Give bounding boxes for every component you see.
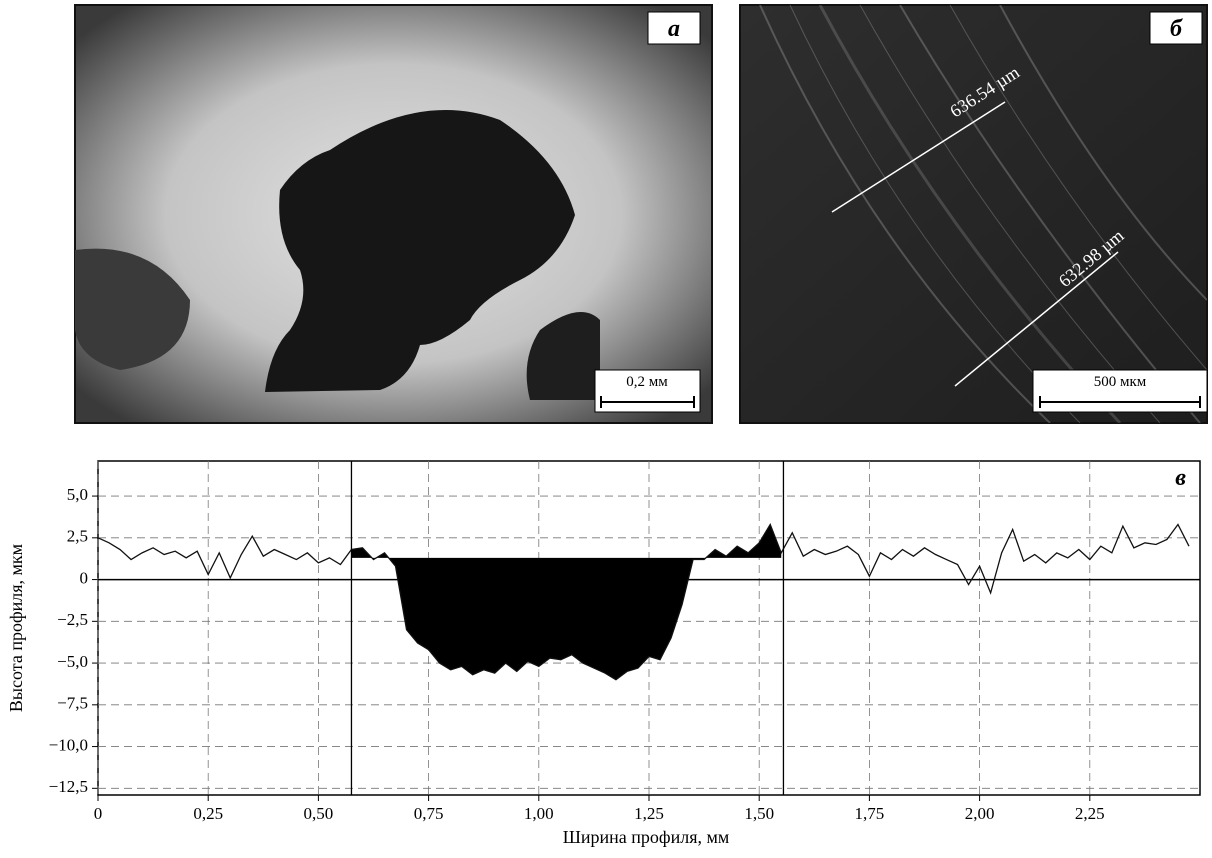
y-tick-label: −10,0 xyxy=(49,735,88,754)
x-tick-label: 1,75 xyxy=(855,804,885,823)
profile-line xyxy=(97,522,1190,681)
y-tick-label: 2,5 xyxy=(67,527,88,546)
y-tick-label: −12,5 xyxy=(49,777,88,796)
x-tick-label: 0,50 xyxy=(304,804,334,823)
x-tick-label: 2,00 xyxy=(965,804,995,823)
micrograph-b: 636.54 µm 632.98 µm б 500 мкм xyxy=(739,4,1208,424)
x-tick-label: 1,25 xyxy=(634,804,664,823)
y-tick-label: 5,0 xyxy=(67,485,88,504)
x-axis-label: Ширина профиля, мм xyxy=(563,827,730,847)
profile-chart: Ширина профиля, мм Высота профиля, мкм в… xyxy=(6,460,1201,847)
y-axis-label: Высота профиля, мкм xyxy=(6,544,26,712)
y-tick-label: −5,0 xyxy=(57,652,88,671)
micrograph-a: а 0,2 мм xyxy=(74,4,713,424)
x-tick-label: 1,00 xyxy=(524,804,554,823)
x-tick-label: 0,75 xyxy=(414,804,444,823)
scale-bar-label: 0,2 мм xyxy=(626,374,668,390)
x-tick-label: 1,50 xyxy=(744,804,774,823)
scale-bar-label: 500 мкм xyxy=(1094,374,1147,390)
x-tick-label: 0,25 xyxy=(193,804,223,823)
panel-label: в xyxy=(1175,465,1186,491)
y-tick-label: 0 xyxy=(80,568,89,587)
panel-label: а xyxy=(668,16,680,42)
y-tick-label: −7,5 xyxy=(57,694,88,713)
profile-fill xyxy=(351,524,782,680)
x-tick-label: 0 xyxy=(94,804,103,823)
y-tick-label: −2,5 xyxy=(57,610,88,629)
x-tick-label: 2,25 xyxy=(1075,804,1105,823)
panel-label: б xyxy=(1170,16,1183,42)
